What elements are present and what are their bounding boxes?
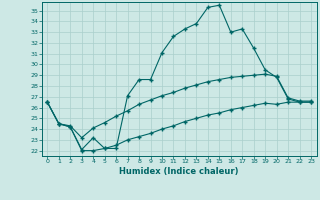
- X-axis label: Humidex (Indice chaleur): Humidex (Indice chaleur): [119, 167, 239, 176]
